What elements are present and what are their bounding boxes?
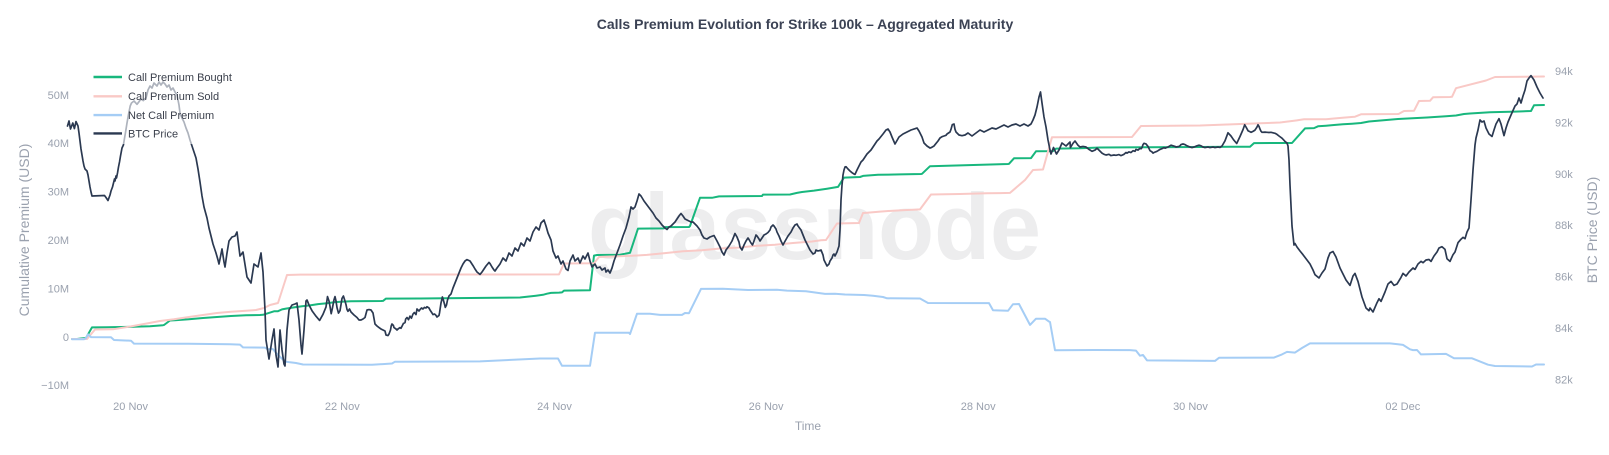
svg-text:0: 0 <box>63 332 69 344</box>
svg-text:92k: 92k <box>1555 118 1573 130</box>
svg-text:40M: 40M <box>48 138 69 150</box>
svg-text:88k: 88k <box>1555 220 1573 232</box>
svg-text:90k: 90k <box>1555 169 1573 181</box>
svg-text:BTC Price: BTC Price <box>128 128 178 140</box>
svg-text:24 Nov: 24 Nov <box>537 401 572 413</box>
svg-text:82k: 82k <box>1555 374 1573 386</box>
svg-text:30M: 30M <box>48 187 69 199</box>
svg-text:20M: 20M <box>48 235 69 247</box>
svg-text:Net Call Premium: Net Call Premium <box>128 110 214 122</box>
svg-text:−10M: −10M <box>41 380 69 392</box>
svg-text:22 Nov: 22 Nov <box>325 401 360 413</box>
svg-text:Calls Premium Evolution for St: Calls Premium Evolution for Strike 100k … <box>597 16 1014 32</box>
svg-text:26 Nov: 26 Nov <box>749 401 784 413</box>
svg-text:10M: 10M <box>48 283 69 295</box>
svg-text:84k: 84k <box>1555 323 1573 335</box>
svg-text:20 Nov: 20 Nov <box>113 401 148 413</box>
svg-text:86k: 86k <box>1555 272 1573 284</box>
svg-text:BTC Price (USD): BTC Price (USD) <box>1584 177 1600 284</box>
svg-text:Call Premium Bought: Call Premium Bought <box>128 72 232 84</box>
svg-text:28 Nov: 28 Nov <box>961 401 996 413</box>
svg-text:Time: Time <box>795 419 822 433</box>
svg-text:02 Dec: 02 Dec <box>1385 401 1420 413</box>
svg-text:Cumulative Premium (USD): Cumulative Premium (USD) <box>16 144 32 317</box>
svg-text:30 Nov: 30 Nov <box>1173 401 1208 413</box>
svg-text:94k: 94k <box>1555 66 1573 78</box>
svg-text:50M: 50M <box>48 90 69 102</box>
svg-text:Call Premium Sold: Call Premium Sold <box>128 91 219 103</box>
